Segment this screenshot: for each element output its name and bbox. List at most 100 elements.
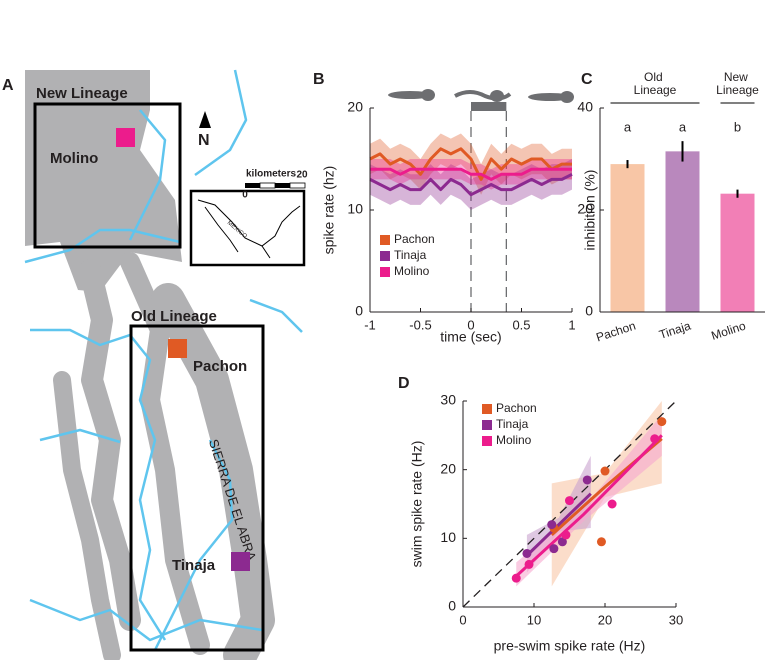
site-label: Pachon <box>193 358 247 375</box>
point <box>600 466 610 476</box>
identity-line <box>463 401 676 607</box>
x-tick-label: 10 <box>527 612 541 627</box>
y-tick-label: 0 <box>355 303 363 319</box>
point <box>565 496 574 506</box>
point <box>607 499 617 509</box>
legend-label: Tinaja <box>496 417 529 431</box>
y-axis-label: swim spike rate (Hz) <box>409 441 425 568</box>
scale-title: kilometers <box>246 169 296 180</box>
scale-bar <box>289 182 306 189</box>
inset-outline <box>197 199 301 259</box>
bar <box>720 193 755 312</box>
legend-swatch <box>380 235 390 245</box>
x-tick-label: -1 <box>364 317 376 332</box>
point <box>511 573 521 583</box>
x-tick-label: 0 <box>467 317 474 332</box>
legend-swatch <box>482 404 492 414</box>
point <box>549 544 559 554</box>
scale-tick: 20 <box>296 170 308 181</box>
fish-icons <box>388 89 574 103</box>
rivers <box>24 69 303 651</box>
scale-bar <box>275 183 290 188</box>
panel-letter: B <box>313 71 325 88</box>
site-label: Tinaja <box>172 557 216 574</box>
legend-label: Molino <box>496 433 532 447</box>
plot-area <box>463 401 676 607</box>
scale-bar <box>259 182 276 189</box>
bar <box>665 151 700 312</box>
site-marker <box>168 339 187 358</box>
group-label: New Lineage <box>716 70 759 97</box>
y-tick-label: 20 <box>347 99 363 115</box>
significance-letter: b <box>734 119 741 134</box>
map: A New Lineage Old Lineage Molino Pachon … <box>2 69 308 660</box>
x-tick-label: 20 <box>598 612 612 627</box>
line <box>369 172 573 197</box>
legend-swatch <box>380 251 390 261</box>
x-tick-label: 0 <box>459 612 466 627</box>
region-label: Old Lineage <box>131 308 217 325</box>
site-marker <box>116 128 135 147</box>
y-tick-label: 20 <box>577 201 593 217</box>
swim-bar <box>471 102 507 111</box>
y-tick-label: 0 <box>585 303 593 319</box>
legend-swatch <box>380 267 390 277</box>
x-tick-label: Pachon <box>594 319 637 345</box>
group-label: Old Lineage <box>634 70 677 97</box>
fit-line <box>515 434 663 578</box>
significance-letter: a <box>624 119 632 134</box>
error-band <box>370 159 572 210</box>
legend-label: Pachon <box>496 401 537 415</box>
point <box>657 417 667 427</box>
y-tick-label: 30 <box>440 392 456 408</box>
line <box>369 147 572 181</box>
point <box>522 548 532 558</box>
legend-swatch <box>482 420 492 430</box>
x-tick-label: 1 <box>568 317 575 332</box>
old-lineage-box <box>129 324 265 652</box>
legend-label: Tinaja <box>394 248 427 262</box>
error-band <box>370 133 572 195</box>
point <box>557 537 567 547</box>
x-tick-label: -0.5 <box>409 317 431 332</box>
y-tick-label: 40 <box>577 99 593 115</box>
point <box>650 434 660 444</box>
fit-line <box>525 492 592 557</box>
line <box>370 167 572 181</box>
x-tick-label: Molino <box>709 318 747 342</box>
y-axis-label: inhibition (%) <box>582 170 598 251</box>
legend-label: Pachon <box>394 232 435 246</box>
x-tick-label: Tinaja <box>657 318 692 341</box>
site-label: Molino <box>50 150 98 167</box>
y-tick-label: 10 <box>347 201 363 217</box>
mountains <box>25 70 182 292</box>
significance-letter: a <box>679 119 687 134</box>
point <box>547 520 557 530</box>
scale-bar <box>245 183 260 188</box>
north-label: N <box>198 132 210 149</box>
y-tick-label: 20 <box>440 460 456 476</box>
panel-letter: C <box>581 71 593 88</box>
y-tick-label: 0 <box>448 598 456 614</box>
point <box>596 537 606 547</box>
inset-map <box>189 189 306 267</box>
panel-letter: D <box>398 375 410 392</box>
y-tick-label: 10 <box>440 529 456 545</box>
legend-label: Molino <box>394 264 430 278</box>
legend-swatch <box>482 436 492 446</box>
site-marker <box>231 552 250 571</box>
x-axis-label: time (sec) <box>440 329 501 345</box>
point <box>524 559 534 569</box>
x-axis-label: pre-swim spike rate (Hz) <box>494 638 646 654</box>
new-lineage-box <box>33 102 182 249</box>
north-arrow <box>199 111 211 128</box>
point <box>582 475 592 485</box>
x-tick-label: 0.5 <box>512 317 530 332</box>
panel-letter: A <box>2 77 14 94</box>
point <box>561 530 571 540</box>
bar <box>610 164 645 312</box>
y-axis-label: spike rate (hz) <box>321 166 337 255</box>
x-tick-label: 30 <box>669 612 683 627</box>
